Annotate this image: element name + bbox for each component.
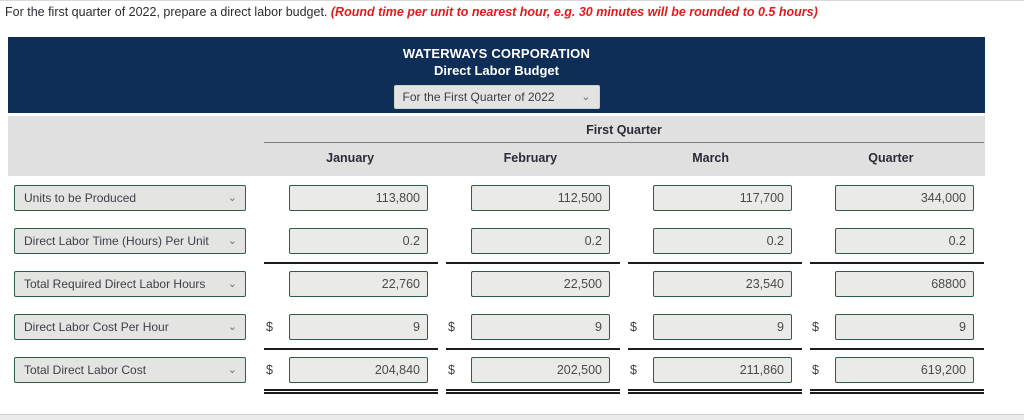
value-cell: $ <box>264 262 438 297</box>
chevron-down-icon: ⌄ <box>227 363 237 376</box>
value-cell: $ <box>810 314 984 340</box>
value-cell: $ <box>810 348 984 394</box>
chevron-down-icon: ⌄ <box>581 90 591 103</box>
value-input[interactable] <box>835 271 974 297</box>
row-label-select[interactable]: Total Direct Labor Cost ⌄ <box>14 357 246 383</box>
double-rule <box>264 389 438 394</box>
row-label-text: Total Required Direct Labor Hours <box>24 277 206 291</box>
single-rule <box>446 348 620 350</box>
dollar-sign: $ <box>630 320 637 334</box>
value-cell: $ <box>446 314 620 340</box>
value-input[interactable] <box>835 185 974 211</box>
value-input[interactable] <box>653 314 792 340</box>
instruction-note: (Round time per unit to nearest hour, e.… <box>330 5 818 19</box>
value-input[interactable] <box>471 271 610 297</box>
table-row: Direct Labor Cost Per Hour ⌄ $ $ $ $ <box>14 314 1024 340</box>
single-rule <box>264 262 438 264</box>
value-cell: $ <box>628 348 802 394</box>
column-header-band: First Quarter January February March Qua… <box>8 116 985 176</box>
double-rule <box>446 389 620 394</box>
value-input[interactable] <box>653 271 792 297</box>
dollar-sign: $ <box>266 363 273 377</box>
value-input[interactable] <box>835 357 974 383</box>
single-rule <box>628 262 802 264</box>
value-input[interactable] <box>653 185 792 211</box>
value-input[interactable] <box>653 228 792 254</box>
bottom-section-divider <box>0 414 1024 420</box>
value-cell: $ <box>264 348 438 394</box>
budget-rows: Units to be Produced ⌄ $ $ $ $ <box>0 176 1024 394</box>
table-row: Direct Labor Time (Hours) Per Unit ⌄ $ $… <box>14 228 1024 254</box>
value-input[interactable] <box>471 228 610 254</box>
double-rule <box>628 389 802 394</box>
column-header-february: February <box>503 151 558 165</box>
table-row: Total Direct Labor Cost ⌄ $ $ $ $ <box>14 348 1024 394</box>
value-cell: $ <box>628 185 802 211</box>
period-select[interactable]: For the First Quarter of 2022 ⌄ <box>393 85 600 109</box>
chevron-down-icon: ⌄ <box>227 191 237 204</box>
dollar-sign: $ <box>266 320 273 334</box>
row-label-text: Units to be Produced <box>24 191 137 205</box>
company-name: WATERWAYS CORPORATION <box>402 46 591 61</box>
row-label-text: Direct Labor Cost Per Hour <box>24 320 169 334</box>
column-header-march: March <box>692 151 730 165</box>
chevron-down-icon: ⌄ <box>227 277 237 290</box>
period-select-value: For the First Quarter of 2022 <box>402 90 555 104</box>
column-header-january: January <box>326 151 375 165</box>
value-input[interactable] <box>471 314 610 340</box>
dollar-sign: $ <box>812 320 819 334</box>
dollar-sign: $ <box>448 320 455 334</box>
single-rule <box>628 348 802 350</box>
chevron-down-icon: ⌄ <box>227 320 237 333</box>
single-rule <box>810 348 984 350</box>
row-label-text: Total Direct Labor Cost <box>24 363 147 377</box>
row-label-select[interactable]: Units to be Produced ⌄ <box>14 185 246 211</box>
statement-banner: WATERWAYS CORPORATION Direct Labor Budge… <box>8 37 985 113</box>
value-cell: $ <box>446 185 620 211</box>
dollar-sign: $ <box>448 363 455 377</box>
row-label-text: Direct Labor Time (Hours) Per Unit <box>24 234 209 248</box>
value-input[interactable] <box>653 357 792 383</box>
value-cell: $ <box>810 228 984 254</box>
group-header-first-quarter: First Quarter <box>264 116 984 143</box>
single-rule <box>810 262 984 264</box>
value-cell: $ <box>264 228 438 254</box>
row-label-select[interactable]: Total Required Direct Labor Hours ⌄ <box>14 271 246 297</box>
value-input[interactable] <box>835 228 974 254</box>
instruction-text: For the first quarter of 2022, prepare a… <box>5 5 331 19</box>
statement-title: Direct Labor Budget <box>434 63 559 78</box>
single-rule <box>446 262 620 264</box>
value-cell: $ <box>446 262 620 297</box>
value-cell: $ <box>264 314 438 340</box>
value-input[interactable] <box>289 185 428 211</box>
table-row: Total Required Direct Labor Hours ⌄ $ $ … <box>14 262 1024 297</box>
value-input[interactable] <box>289 228 428 254</box>
value-cell: $ <box>810 262 984 297</box>
value-input[interactable] <box>471 185 610 211</box>
dollar-sign: $ <box>630 363 637 377</box>
value-cell: $ <box>446 228 620 254</box>
value-input[interactable] <box>289 271 428 297</box>
row-label-select[interactable]: Direct Labor Cost Per Hour ⌄ <box>14 314 246 340</box>
chevron-down-icon: ⌄ <box>227 234 237 247</box>
value-cell: $ <box>628 228 802 254</box>
instruction-line: For the first quarter of 2022, prepare a… <box>0 1 1024 20</box>
single-rule <box>264 348 438 350</box>
column-header-quarter: Quarter <box>868 151 914 165</box>
value-input[interactable] <box>835 314 974 340</box>
value-input[interactable] <box>289 357 428 383</box>
value-input[interactable] <box>289 314 428 340</box>
value-input[interactable] <box>471 357 610 383</box>
month-header-row: January February March Quarter <box>8 151 985 165</box>
value-cell: $ <box>810 185 984 211</box>
row-label-select[interactable]: Direct Labor Time (Hours) Per Unit ⌄ <box>14 228 246 254</box>
dollar-sign: $ <box>812 363 819 377</box>
value-cell: $ <box>628 262 802 297</box>
value-cell: $ <box>264 185 438 211</box>
value-cell: $ <box>628 314 802 340</box>
value-cell: $ <box>446 348 620 394</box>
table-row: Units to be Produced ⌄ $ $ $ $ <box>14 185 1024 211</box>
double-rule <box>810 389 984 394</box>
